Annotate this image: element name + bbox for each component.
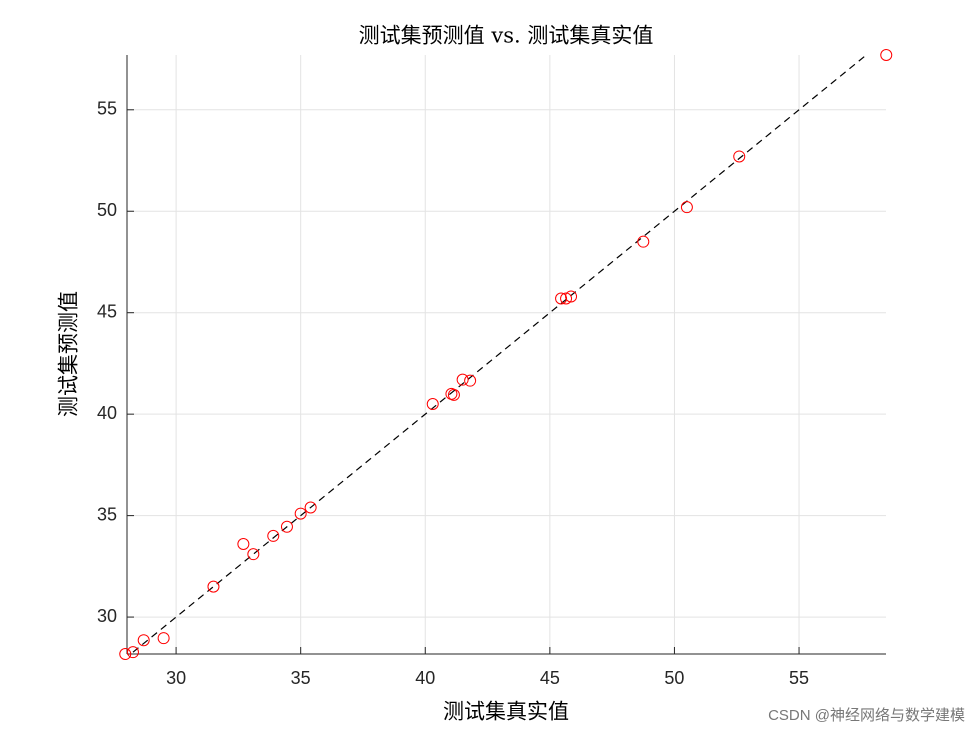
point <box>560 292 573 305</box>
point <box>237 538 250 551</box>
point <box>447 388 460 401</box>
point <box>267 529 280 542</box>
x-tick-label: 40 <box>415 668 435 688</box>
point <box>637 235 650 248</box>
point <box>157 632 170 645</box>
x-tick-label: 55 <box>789 668 809 688</box>
point <box>304 501 317 514</box>
point <box>294 507 307 520</box>
y-tick-label: 50 <box>97 200 117 220</box>
y-axis-label: 测试集预测值 <box>57 291 81 417</box>
point <box>137 634 150 647</box>
y-tick-label: 35 <box>97 504 117 524</box>
y-tick-label: 40 <box>97 403 117 423</box>
point <box>426 398 439 411</box>
x-tick-label: 50 <box>664 668 684 688</box>
point <box>733 150 746 163</box>
point <box>464 374 477 387</box>
point <box>247 548 260 561</box>
y-tick-label: 30 <box>97 606 117 626</box>
x-tick-label: 35 <box>291 668 311 688</box>
point <box>280 520 293 533</box>
point <box>680 201 693 214</box>
point <box>555 292 568 305</box>
point <box>207 580 220 593</box>
point <box>126 646 139 659</box>
point <box>119 648 132 660</box>
x-tick-label: 30 <box>166 668 186 688</box>
watermark: CSDN @神经网络与数学建模 <box>768 707 965 724</box>
reference-line <box>132 54 867 653</box>
point <box>456 373 469 386</box>
point <box>880 49 893 61</box>
point <box>565 290 578 303</box>
y-tick-label: 45 <box>97 301 117 321</box>
x-tick-label: 45 <box>540 668 560 688</box>
y-tick-label: 55 <box>97 99 117 119</box>
chart-title: 测试集预测值 vs. 测试集真实值 <box>359 24 654 48</box>
x-axis-label: 测试集真实值 <box>443 700 569 724</box>
